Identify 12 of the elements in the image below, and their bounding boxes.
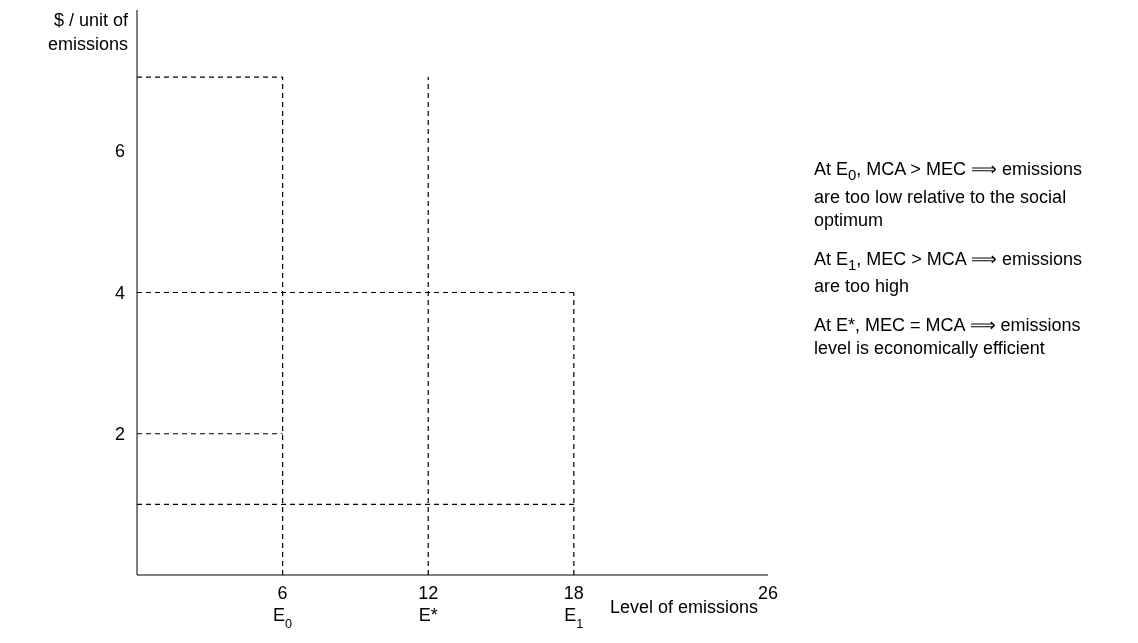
x-tick-label: 6 E$_{0}$ [273,583,293,631]
x-axis-title: Level of emissions [609,597,758,617]
y-axis-title: $ / unit of emissions [46,9,128,56]
x-tick-label: 12 E* [418,583,439,625]
text: At E*, MEC = MCA ⟹ emissions level is economically efficient [814,314,1082,361]
text: At E$_{0}$, MCA > MEC ⟹ emissions are too low relative to the social optimum [814,158,1083,232]
y-tick-label: 6 [114,141,125,162]
text: At E$_{1}$, MEC > MCA ⟹ emissions are too high [814,247,1083,299]
y-tick-label: 2 [114,423,125,444]
x-tick-label: 18 E$_{1}$ [563,583,584,631]
y-tick-label: 4 [114,282,125,303]
x-tick-label: 26 [757,583,779,603]
